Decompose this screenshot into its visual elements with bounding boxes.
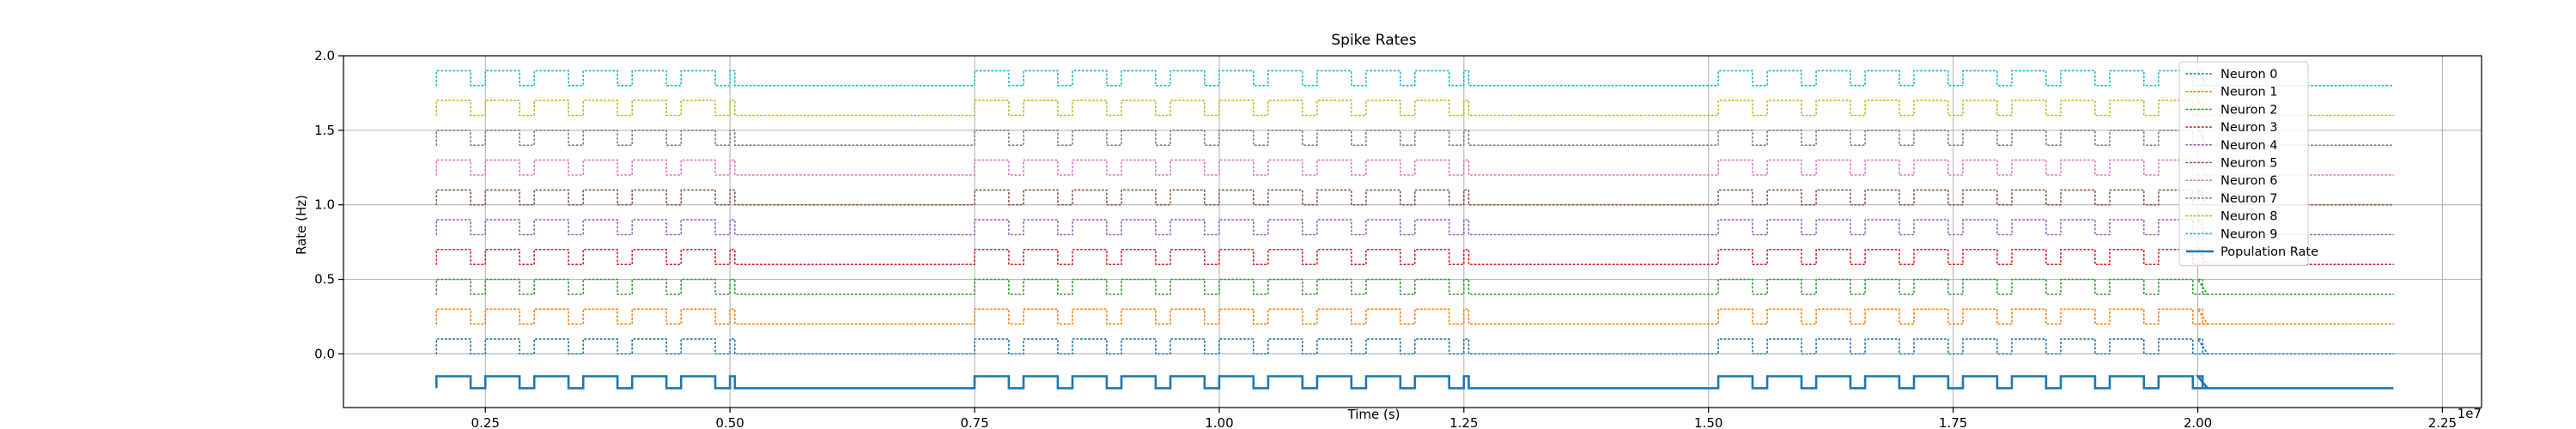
x-tick-label: 1.00 [1205, 415, 1233, 429]
series-line [435, 375, 2394, 390]
x-tick-label: 0.50 [715, 415, 744, 429]
x-tick-label: 2.25 [2428, 415, 2457, 429]
series-line [435, 130, 2395, 146]
series-line [435, 278, 2395, 295]
series-line [435, 308, 2395, 325]
grid-lines [343, 55, 2482, 408]
x-tick-label: 0.25 [471, 415, 500, 429]
legend-label: Neuron 0 [2221, 68, 2278, 82]
legend-label: Population Rate [2221, 245, 2318, 259]
y-tick-label: 2.0 [314, 48, 335, 63]
legend-label: Neuron 5 [2221, 157, 2278, 171]
legend-label: Neuron 2 [2221, 103, 2278, 117]
y-axis-label: Rate (Hz) [294, 195, 309, 255]
legend-label: Neuron 4 [2221, 139, 2278, 153]
legend-label: Neuron 8 [2221, 210, 2278, 224]
legend-label: Neuron 9 [2221, 227, 2278, 241]
plot-frame [343, 55, 2482, 408]
legend-box [2178, 61, 2309, 267]
y-axis-ticks: 0.0 0.5 1.0 1.5 2.0 [314, 48, 343, 361]
legend-label: Neuron 1 [2221, 86, 2278, 100]
x-tick-label: 1.75 [1939, 415, 1967, 429]
x-axis-label: Time (s) [1347, 407, 1400, 422]
y-tick-label: 1.5 [314, 123, 335, 138]
series-line [435, 69, 2395, 87]
y-tick-label: 1.0 [314, 197, 335, 213]
series-lines [435, 69, 2395, 390]
x-tick-label: 1.50 [1694, 415, 1722, 429]
legend-label: Neuron 6 [2221, 174, 2278, 188]
x-axis-offset-label: 1e7 [2458, 406, 2482, 421]
series-line [435, 338, 2395, 355]
series-line [435, 100, 2395, 117]
legend-label: Neuron 7 [2221, 192, 2278, 206]
series-line [435, 159, 2395, 176]
legend-label: Neuron 3 [2221, 121, 2278, 135]
x-axis-ticks: 0.25 0.50 0.75 1.00 1.25 1.50 1.75 2.00 2.25 [471, 408, 2457, 429]
series-line [435, 249, 2395, 265]
chart-title: Spike Rates [1331, 32, 1416, 49]
series-line [435, 219, 2395, 236]
legend: Neuron 0 Neuron 1 Neuron 2 Neuron 3 Neuron 4… [2178, 61, 2318, 267]
series-line [435, 189, 2395, 206]
x-tick-label: 0.75 [960, 415, 988, 429]
y-tick-label: 0.0 [314, 346, 335, 361]
x-tick-label: 2.00 [2184, 415, 2212, 429]
y-tick-label: 0.5 [314, 272, 335, 287]
x-tick-label: 1.25 [1449, 415, 1478, 429]
